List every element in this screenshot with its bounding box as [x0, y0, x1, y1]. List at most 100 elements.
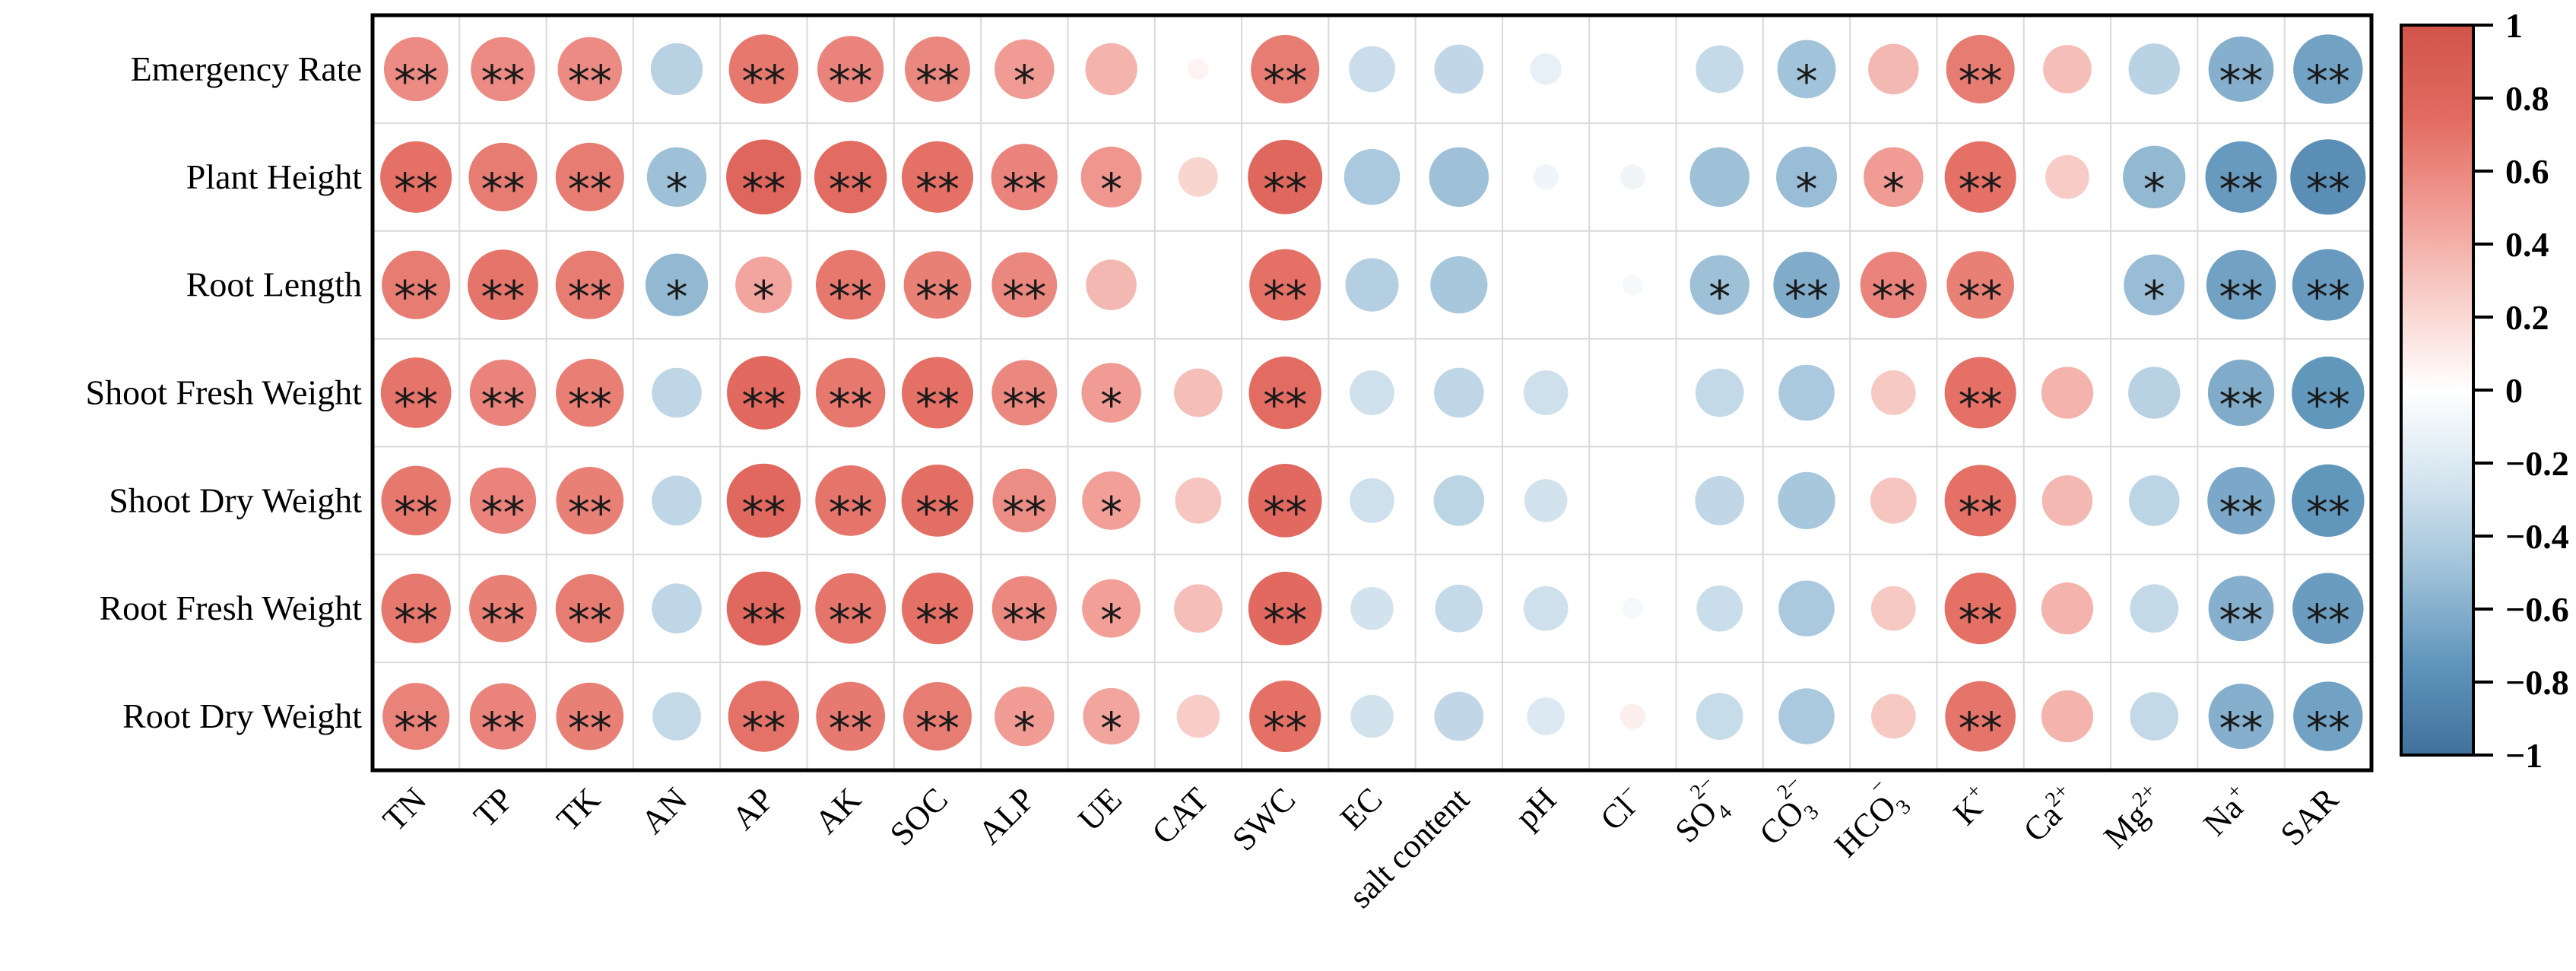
significance-stars: **	[481, 163, 525, 215]
correlation-cell-circle	[1778, 580, 1835, 636]
correlation-cell-circle	[2292, 249, 2364, 321]
correlation-cell-circle	[991, 252, 1058, 318]
significance-stars: **	[1959, 595, 2003, 646]
colorbar-gradient	[2401, 25, 2473, 755]
significance-stars: **	[481, 56, 525, 107]
correlation-cell-circle	[727, 356, 801, 430]
correlation-cell-circle	[381, 465, 451, 536]
significance-stars: **	[2219, 271, 2264, 323]
correlation-cell-circle	[2290, 139, 2366, 215]
significance-stars: **	[1871, 271, 1915, 323]
significance-stars: **	[2219, 163, 2264, 215]
significance-stars: **	[741, 56, 785, 107]
correlation-cell-circle	[1778, 688, 1835, 744]
correlation-cell-circle	[2043, 45, 2092, 94]
correlation-cell-circle	[381, 573, 451, 643]
correlation-cell-circle	[1860, 251, 1927, 319]
correlation-cell-circle	[726, 463, 801, 538]
correlation-cell-circle	[1344, 149, 1401, 205]
correlation-cell-circle	[1251, 34, 1320, 103]
correlation-cell-circle	[2205, 141, 2277, 213]
correlation-cell-circle	[652, 583, 702, 634]
colorbar-tick-label: −0.2	[2505, 444, 2569, 483]
significance-stars: **	[829, 379, 873, 431]
significance-stars: **	[394, 56, 438, 107]
correlation-cell-circle	[1689, 147, 1750, 207]
significance-stars: **	[829, 271, 873, 323]
correlation-cell-circle	[1350, 478, 1394, 523]
correlation-cell-circle	[1081, 363, 1141, 423]
significance-stars: *	[1100, 163, 1122, 215]
correlation-cell-circle	[2208, 576, 2274, 642]
correlation-cell-circle	[1696, 585, 1743, 632]
correlation-cell-circle	[1870, 477, 1917, 524]
significance-stars: **	[829, 703, 873, 754]
significance-stars: **	[568, 595, 612, 646]
correlation-cell-circle	[2128, 43, 2180, 95]
significance-stars: *	[1100, 379, 1122, 431]
correlation-cell-circle	[1178, 157, 1218, 197]
colorbar-tick-label: 0.2	[2505, 298, 2549, 337]
correlation-cell-circle	[1175, 477, 1222, 524]
significance-stars: **	[568, 703, 612, 754]
significance-stars: *	[666, 271, 688, 323]
significance-stars: *	[1014, 703, 1036, 754]
significance-stars: **	[1263, 271, 1307, 323]
correlation-cell-circle	[2128, 475, 2180, 526]
correlation-cell-circle	[2293, 681, 2363, 751]
correlation-cell-circle	[817, 36, 884, 103]
correlation-cell-circle	[1776, 146, 1837, 208]
significance-stars: **	[1002, 487, 1046, 538]
significance-stars: **	[1263, 595, 1307, 646]
correlation-cell-circle	[1523, 585, 1569, 631]
significance-stars: **	[1263, 487, 1307, 538]
significance-stars: **	[829, 163, 873, 215]
correlation-cell-circle	[652, 367, 702, 418]
correlation-cell-circle	[991, 360, 1058, 426]
significance-stars: *	[1014, 56, 1036, 107]
significance-stars: **	[394, 271, 438, 323]
correlation-cell-circle	[905, 36, 970, 102]
colorbar-tick-label: −0.6	[2505, 590, 2569, 629]
colorbar-tick-label: 0.4	[2505, 225, 2549, 264]
correlation-cell-circle	[1870, 693, 1916, 739]
correlation-cell-circle	[992, 468, 1057, 533]
correlation-cell-circle	[555, 250, 624, 319]
significance-stars: **	[741, 703, 785, 754]
significance-stars: **	[829, 56, 873, 107]
significance-stars: **	[568, 271, 612, 323]
significance-stars: **	[829, 595, 873, 646]
significance-stars: **	[741, 163, 785, 215]
correlation-cell-circle	[1695, 368, 1744, 417]
correlation-cell-circle	[557, 36, 622, 102]
significance-stars: **	[2219, 56, 2264, 107]
significance-stars: **	[1263, 379, 1307, 431]
significance-stars: **	[2306, 595, 2350, 646]
significance-stars: **	[1959, 379, 2003, 431]
correlation-cell-circle	[1777, 40, 1836, 99]
correlation-cell-circle	[1946, 34, 2015, 103]
correlation-cell-circle	[380, 141, 452, 213]
significance-stars: **	[1959, 487, 2003, 538]
significance-stars: **	[568, 487, 612, 538]
row-label: Shoot Fresh Weight	[86, 373, 363, 412]
correlation-cell-circle	[1249, 249, 1321, 321]
correlation-cell-circle	[728, 34, 799, 104]
correlation-cell-circle	[728, 681, 800, 752]
correlation-cell-circle	[1622, 274, 1643, 296]
correlation-cell-circle	[1868, 43, 1919, 95]
correlation-cell-circle	[1695, 476, 1745, 525]
correlation-cell-circle	[1870, 370, 1916, 415]
correlation-cell-circle	[2128, 367, 2181, 419]
correlation-cell-circle	[1085, 43, 1137, 96]
significance-stars: **	[394, 595, 438, 646]
correlation-cell-circle	[991, 144, 1058, 211]
significance-stars: *	[1883, 163, 1905, 215]
row-label: Root Fresh Weight	[99, 589, 362, 627]
correlation-cell-circle	[1533, 164, 1559, 190]
significance-stars: **	[1263, 163, 1307, 215]
significance-stars: **	[2306, 379, 2350, 431]
correlation-cell-circle	[1434, 44, 1484, 94]
correlation-cell-circle	[1248, 356, 1321, 430]
correlation-cell-circle	[1620, 703, 1646, 729]
